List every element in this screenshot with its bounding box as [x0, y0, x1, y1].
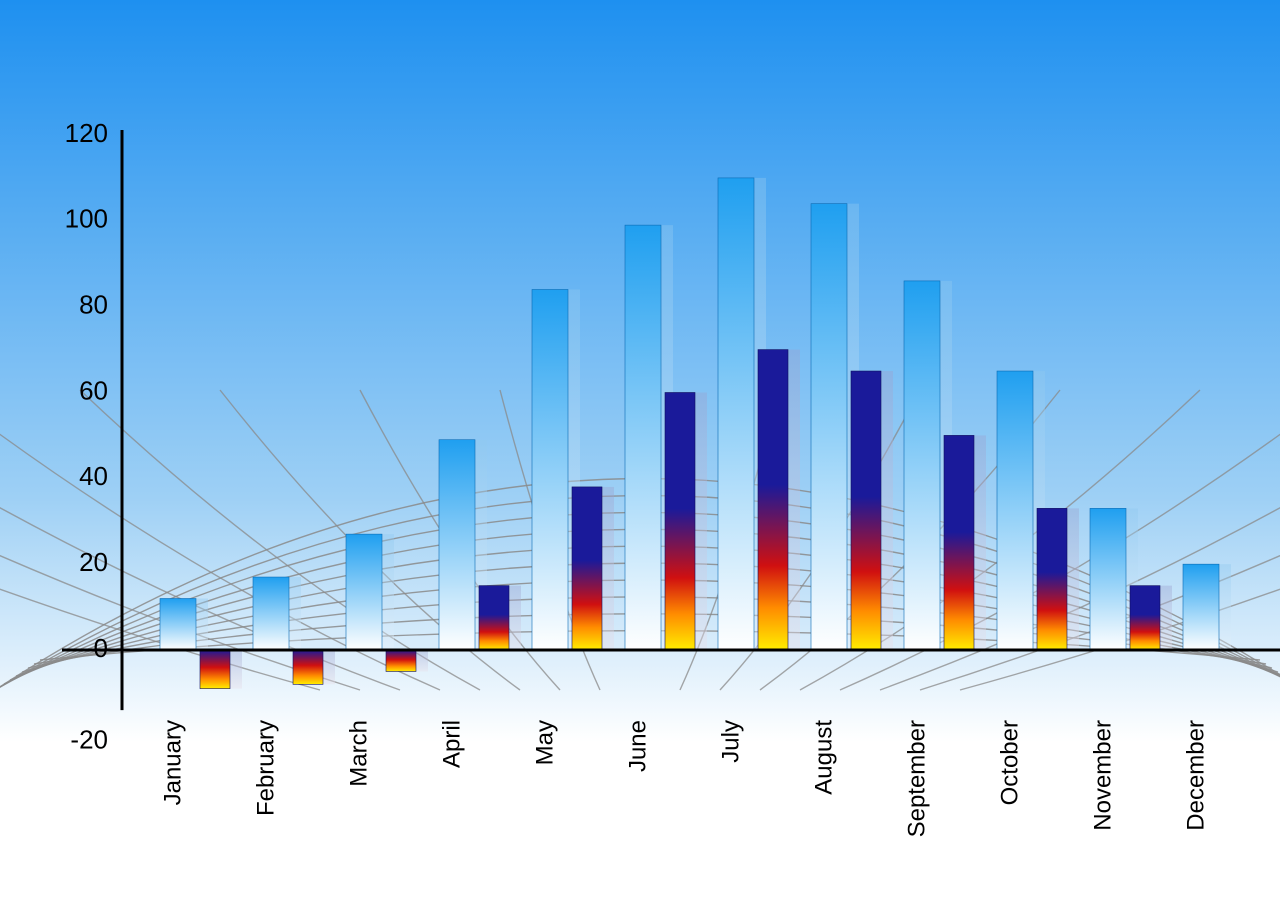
- series1-bar: [1183, 564, 1219, 650]
- series1-bar: [346, 534, 382, 650]
- series1-bar: [997, 371, 1033, 650]
- month-label: March: [345, 720, 372, 787]
- series1-bar: [625, 225, 661, 650]
- series2-bar: [665, 393, 695, 651]
- month-label: August: [810, 720, 837, 795]
- y-tick-label: 60: [79, 375, 108, 405]
- month-label: September: [903, 720, 930, 837]
- chart-container: { "chart": { "type": "bar", "width": 128…: [0, 0, 1280, 905]
- series2-bar: [386, 650, 416, 671]
- series1-bar: [718, 178, 754, 650]
- month-label: June: [624, 720, 651, 772]
- month-label: May: [531, 720, 558, 765]
- series2-bar: [1037, 508, 1067, 650]
- series1-bar: [904, 281, 940, 650]
- y-tick-label: 0: [94, 633, 108, 663]
- month-label: February: [252, 720, 279, 816]
- monthly-bar-chart: -20 0 20 40 60 80 100 120 January February March A…: [0, 0, 1280, 905]
- month-label: July: [717, 720, 744, 763]
- series1-bar: [811, 204, 847, 650]
- month-label: October: [996, 720, 1023, 805]
- series2-bar: [944, 435, 974, 650]
- y-tick-label: -20: [70, 725, 108, 755]
- y-tick-label: 40: [79, 461, 108, 491]
- series1-bar: [439, 440, 475, 650]
- series2-bar: [1130, 586, 1160, 650]
- y-tick-label: 20: [79, 547, 108, 577]
- series2-bar: [572, 487, 602, 650]
- y-tick-label: 100: [65, 204, 108, 234]
- series1-bar: [1090, 508, 1126, 650]
- y-tick-label: 120: [65, 118, 108, 148]
- month-label: January: [159, 720, 186, 805]
- series2-bar: [479, 586, 509, 650]
- series1-bar: [253, 577, 289, 650]
- month-label: December: [1182, 720, 1209, 831]
- y-tick-label: 80: [79, 290, 108, 320]
- series2-bar: [200, 650, 230, 689]
- series2-bar: [758, 350, 788, 650]
- series1-bar: [532, 290, 568, 651]
- series1-bar: [160, 599, 196, 651]
- month-label: April: [438, 720, 465, 768]
- series2-bar: [293, 650, 323, 684]
- series2-bar: [851, 371, 881, 650]
- month-label: November: [1089, 720, 1116, 831]
